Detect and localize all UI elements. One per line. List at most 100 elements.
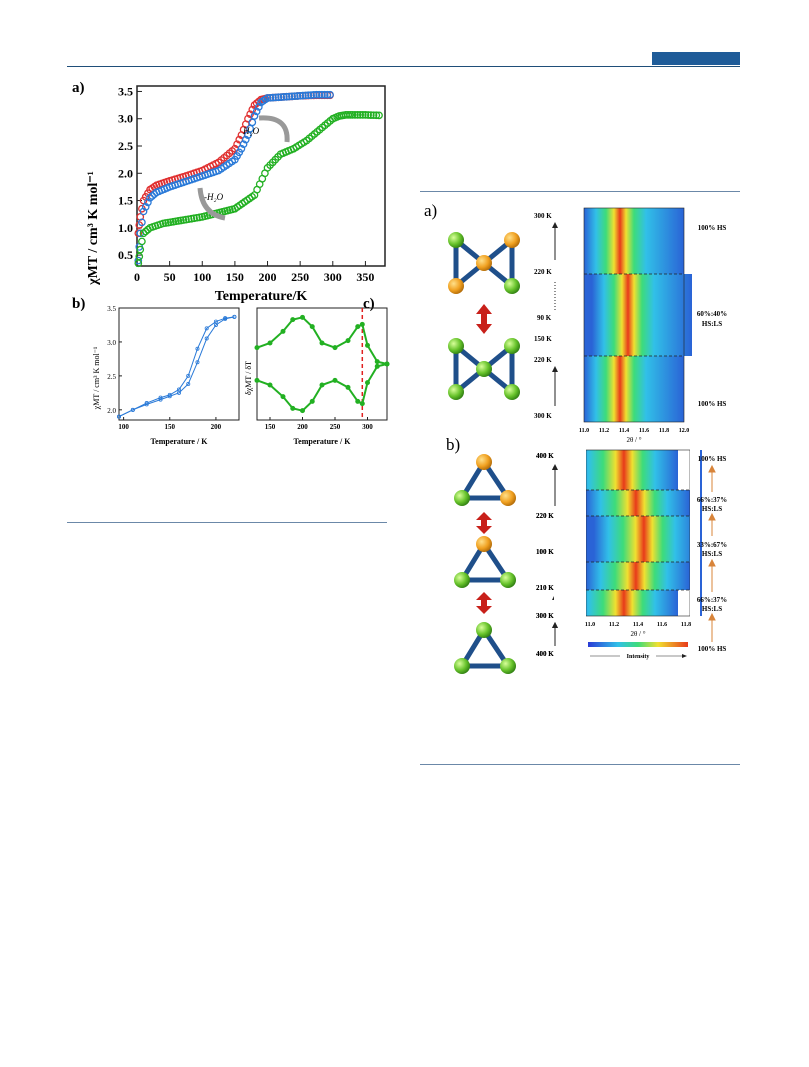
panel-a-xlabel: Temperature/K [215,289,308,304]
triangle-molecule-1 [454,454,516,506]
data-point-series-0 [374,359,380,365]
data-point-series-1 [326,90,334,99]
series-line-1 [118,316,235,418]
svg-text:33%:67%: 33%:67% [697,541,727,549]
panel-b-ticks: 2.0 2.5 3.0 3.5 100 150 200 [107,305,221,431]
bowtie-molecule-ls [448,338,520,400]
data-point-series-1 [241,135,250,144]
data-point-series-1 [359,401,365,407]
data-point-series-0 [280,328,286,334]
svg-text:HS:LS: HS:LS [702,505,722,513]
x-tick-label: 11.2 [609,622,619,628]
y-tick-label: 2.0 [107,407,116,415]
heatmap-b [554,448,702,618]
svg-text:100 K: 100 K [536,548,554,556]
data-point-series-1 [299,91,307,100]
svg-text:220 K: 220 K [534,356,552,364]
data-point-series-2 [195,213,204,222]
data-point-series-1 [304,91,313,100]
panel-a-x-ticks: 0 50 100 150 200 250 300 350 [134,261,374,284]
panel-a-ylabel: χMT / cm³ K mol⁻¹ [86,171,101,286]
annot-water-arrow [258,115,290,143]
data-point-series-1 [248,118,257,127]
panel-a-frame [136,85,386,267]
data-point-series-0 [359,321,365,327]
annot-minus-water: -H₂O [204,192,224,202]
data-point-series-1 [204,336,209,341]
x-tick-label: 11.6 [639,428,649,434]
data-point-series-2 [369,111,378,120]
annot-minus-water-arrow [197,187,226,221]
svg-text:210 K: 210 K [536,584,554,592]
data-point-series-1 [167,394,172,399]
data-point-series-1 [237,144,246,153]
svg-text:HS:LS: HS:LS [702,550,722,558]
data-point-series-1 [134,256,143,265]
svg-text:300 K: 300 K [536,612,554,620]
data-point-series-1 [158,397,163,402]
data-point-series-2 [182,215,190,224]
right-b-state-arrows [708,464,716,642]
svg-text:HS:LS: HS:LS [702,320,722,328]
right-b-temps: 400 K 220 K 100 K 210 K 300 K 400 K [536,452,554,658]
data-point-series-0 [300,314,305,320]
svg-text:100% HS: 100% HS [698,400,727,408]
data-point-series-2 [361,111,370,119]
data-point-series-2 [187,214,196,223]
data-point-series-1 [139,207,148,216]
right-top-rule [420,191,740,192]
data-point-series-2 [190,214,198,223]
data-point-series-1 [252,107,261,116]
right-b-xlabel: 2θ / ° [630,630,645,638]
svg-text:60%:40%: 60%:40% [697,310,727,318]
data-point-series-2 [358,111,367,119]
data-point-series-1 [290,405,296,411]
y-tick-label: 1.5 [118,194,133,208]
annot-water: H₂O [242,126,260,136]
x-tick-label: 11.4 [619,428,629,434]
x-tick-label: 50 [164,270,176,284]
data-point-series-2 [184,215,193,224]
panel-b-label: b) [72,296,85,312]
data-point-series-1 [279,93,288,101]
data-point-series-1 [307,91,315,99]
svg-text:210 K: 210 K [536,584,554,592]
svg-text:300 K: 300 K [534,212,552,220]
x-tick-label: 250 [330,423,341,431]
y-tick-label: 2.5 [118,139,133,153]
data-point-series-1 [250,112,259,120]
data-point-series-1 [274,93,283,102]
series-line-0 [118,316,235,418]
colorbar-label: Intensity [627,654,650,660]
data-point-series-1 [141,203,150,211]
right-panel-b-label: b) [446,435,460,454]
data-point-series-1 [300,408,305,414]
panel-a-y-ticks: 0.5 1.0 1.5 2.0 2.5 3.0 3.5 [118,84,142,262]
data-point-series-1 [195,360,200,365]
data-point-series-1 [309,398,315,404]
right-a-xlabel: 2θ / ° [626,436,641,444]
x-tick-label: 100 [193,270,211,284]
data-point-series-0 [267,340,273,346]
data-point-series-1 [285,92,294,101]
data-point-series-1 [296,91,305,100]
data-point-series-1 [277,93,285,101]
data-point-series-1 [239,140,248,149]
panel-a-label: a) [72,80,85,96]
data-point-series-0 [290,317,296,323]
data-point-series-2 [346,111,355,119]
svg-text:400 K: 400 K [536,452,554,460]
panel-c-label: c) [363,296,375,312]
panel-b-xlabel: Temperature / K [151,437,209,446]
data-point-series-1 [144,402,149,407]
series-line-0 [256,316,388,365]
data-point-series-1 [117,414,122,419]
data-point-series-0 [254,345,260,351]
y-tick-label: 2.5 [107,373,116,381]
x-tick-label: 350 [356,270,374,284]
header-rule [67,66,740,67]
data-point-series-1 [271,93,280,102]
data-point-series-1 [374,363,380,369]
data-point-series-2 [138,237,146,246]
svg-text:100% HS: 100% HS [698,224,727,232]
